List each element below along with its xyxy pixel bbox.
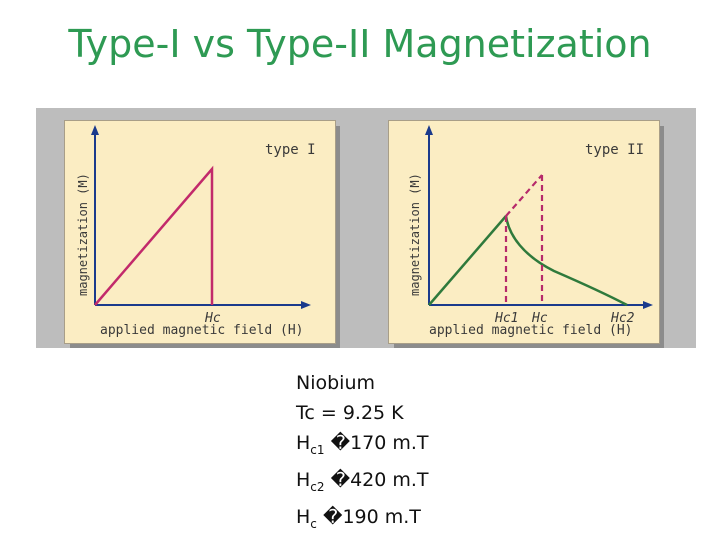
tick-label-hc1: Hc1 — [494, 311, 518, 326]
x-axis-arrow — [301, 301, 311, 309]
dashed-extension — [505, 174, 543, 217]
y-axis-arrow — [91, 125, 99, 135]
unknown-glyph: � — [330, 468, 351, 491]
slide-title: Type-I vs Type-II Magnetization — [68, 22, 652, 66]
y-axis-label: magnetization (M) — [76, 173, 90, 296]
y-axis-arrow — [425, 125, 433, 135]
material-name: Niobium — [296, 372, 376, 394]
unknown-glyph: � — [322, 505, 343, 528]
type-1-curve — [94, 165, 214, 306]
type-1-panel: type I magnetization (M) applied magneti… — [64, 120, 336, 344]
critical-temperature: Tc = 9.25 K — [296, 402, 404, 424]
hc-line: Hc �190 m.T — [296, 505, 421, 531]
panel-label: type I — [265, 142, 316, 158]
hc2-line: Hc2 �420 m.T — [296, 468, 429, 494]
panel-label: type II — [585, 142, 644, 158]
niobium-info: Niobium Tc = 9.25 K Hc1 �170 m.T Hc2 �42… — [296, 368, 429, 538]
tick-label-hc2: Hc2 — [610, 311, 635, 326]
type-2-linear-segment — [428, 215, 507, 306]
x-axis-label: applied magnetic field (H) — [100, 323, 304, 338]
magnetization-figure: type I magnetization (M) applied magneti… — [36, 108, 696, 348]
hc1-line: Hc1 �170 m.T — [296, 432, 429, 457]
type-2-decay-curve — [504, 215, 628, 307]
x-axis-label: applied magnetic field (H) — [429, 323, 633, 338]
type-2-panel: type II magnetization (M) applied magnet… — [388, 120, 660, 344]
y-axis-label: magnetization (M) — [408, 173, 422, 296]
x-axis-arrow — [643, 301, 653, 309]
tick-label-hc: Hc — [531, 311, 548, 326]
tick-label-hc: Hc — [204, 311, 221, 326]
unknown-glyph: � — [330, 432, 351, 454]
